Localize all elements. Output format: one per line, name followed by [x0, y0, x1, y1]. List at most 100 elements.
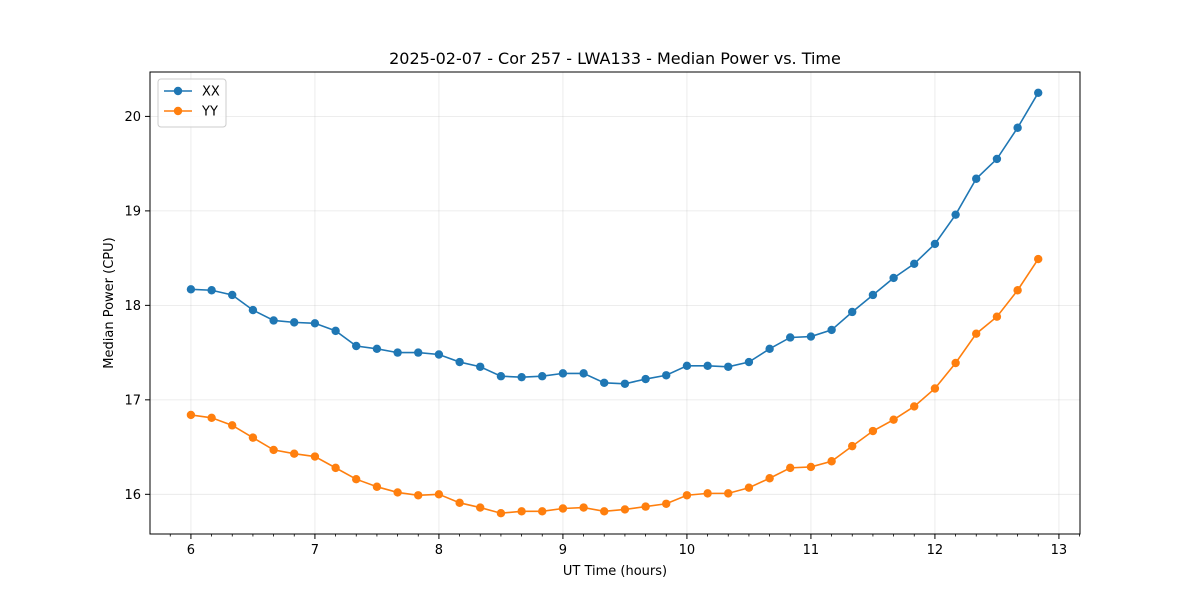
data-point-xx — [207, 286, 216, 295]
data-point-xx — [724, 362, 733, 371]
y-tick-label: 16 — [124, 488, 141, 503]
data-point-xx — [331, 326, 340, 336]
data-point-xx — [703, 361, 712, 371]
data-point-xx — [600, 378, 609, 388]
data-point-xx — [910, 259, 919, 268]
data-point-xx — [476, 362, 485, 371]
legend-label-xx: XX — [202, 85, 220, 100]
data-point-xx — [290, 318, 299, 327]
data-point-yy — [992, 312, 1002, 321]
data-point-xx — [228, 290, 237, 300]
data-point-yy — [538, 507, 547, 516]
data-point-yy — [414, 491, 423, 500]
data-point-xx — [393, 348, 402, 357]
data-point-yy — [806, 462, 816, 472]
data-point-yy — [868, 426, 878, 436]
data-point-xx — [186, 285, 196, 294]
data-point-yy — [331, 463, 340, 473]
data-point-xx — [248, 305, 258, 315]
plot-frame — [149, 71, 1081, 535]
data-point-yy — [662, 499, 671, 508]
data-point-yy — [269, 445, 278, 455]
grid-layer — [150, 72, 1080, 534]
x-tick-label: 9 — [559, 543, 567, 558]
data-point-xx — [992, 154, 1002, 164]
data-point-yy — [765, 474, 774, 483]
series-layer — [186, 88, 1043, 518]
data-point-yy — [496, 509, 506, 518]
data-point-yy — [352, 475, 361, 484]
x-tick-label: 11 — [803, 543, 820, 558]
data-point-yy — [848, 441, 857, 451]
data-point-yy — [620, 505, 630, 514]
data-point-xx — [848, 307, 857, 317]
data-point-xx — [517, 372, 526, 382]
data-point-yy — [724, 489, 733, 498]
data-point-yy — [228, 421, 237, 430]
data-point-yy — [744, 483, 754, 492]
data-point-yy — [290, 449, 299, 458]
data-point-yy — [972, 329, 981, 338]
x-tick-label: 13 — [1051, 543, 1068, 558]
data-point-xx — [786, 333, 795, 342]
data-point-xx — [806, 332, 816, 341]
x-tick-label: 12 — [927, 543, 944, 558]
data-point-xx — [455, 357, 464, 367]
data-point-xx — [538, 372, 547, 381]
data-point-yy — [930, 384, 940, 393]
data-point-xx — [579, 369, 588, 378]
data-point-yy — [310, 452, 320, 461]
legend-marker-yy — [173, 106, 183, 116]
x-tick-label: 10 — [679, 543, 696, 558]
data-point-yy — [600, 507, 609, 516]
data-point-xx — [662, 371, 671, 380]
data-point-xx — [744, 357, 754, 367]
data-point-xx — [496, 372, 506, 381]
data-point-xx — [414, 348, 423, 357]
x-tick-label: 6 — [187, 543, 195, 558]
x-tick-label: 8 — [435, 543, 443, 558]
data-point-xx — [1034, 88, 1043, 97]
data-point-yy — [372, 482, 382, 491]
data-point-yy — [579, 503, 588, 512]
data-point-yy — [248, 433, 258, 442]
data-point-xx — [827, 325, 836, 335]
data-point-xx — [372, 344, 382, 354]
data-point-xx — [641, 374, 650, 384]
data-point-xx — [269, 316, 278, 325]
data-point-yy — [682, 491, 692, 500]
y-tick-label: 18 — [124, 299, 141, 314]
x-axis-label: UT Time (hours) — [563, 564, 667, 579]
y-tick-label: 17 — [124, 393, 141, 408]
data-point-yy — [1034, 254, 1043, 264]
data-point-yy — [827, 457, 836, 466]
legend-marker-xx — [173, 86, 183, 96]
data-point-yy — [186, 410, 196, 420]
ticks-layer: 6 7 8 9 10 11 12 13 16 17 18 19 20 — [124, 110, 1080, 558]
data-point-xx — [765, 344, 774, 354]
data-point-xx — [930, 239, 940, 249]
data-point-xx — [352, 341, 361, 351]
y-tick-label: 20 — [124, 110, 141, 125]
data-point-xx — [889, 273, 898, 283]
y-tick-label: 19 — [124, 204, 141, 219]
data-point-xx — [972, 174, 981, 183]
data-point-yy — [910, 402, 919, 411]
data-point-xx — [620, 379, 630, 388]
data-point-yy — [641, 502, 650, 511]
legend-label-yy: YY — [201, 105, 218, 120]
data-point-yy — [558, 504, 568, 513]
data-point-xx — [682, 361, 692, 371]
data-point-xx — [558, 369, 568, 378]
x-tick-label: 7 — [311, 543, 319, 558]
data-point-yy — [951, 358, 960, 368]
chart-title: 2025-02-07 - Cor 257 - LWA133 - Median P… — [389, 49, 841, 68]
data-point-yy — [517, 507, 526, 516]
data-point-xx — [951, 210, 960, 219]
data-point-yy — [207, 413, 216, 422]
data-point-yy — [455, 498, 464, 508]
data-point-yy — [434, 490, 444, 499]
data-point-yy — [703, 489, 712, 498]
data-point-yy — [889, 415, 898, 424]
data-point-xx — [310, 319, 320, 328]
